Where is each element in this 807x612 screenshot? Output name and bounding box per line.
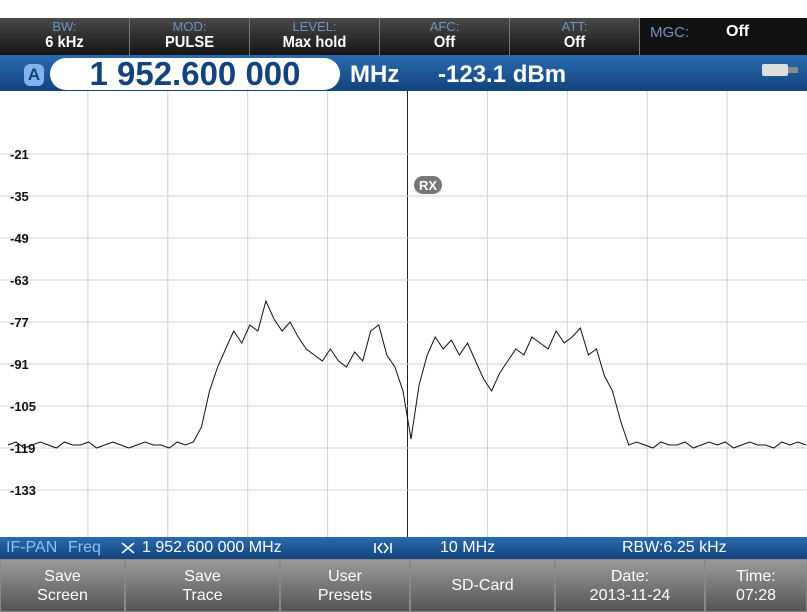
y-tick-label: -133 xyxy=(10,483,36,498)
channel-badge: A xyxy=(24,64,44,86)
softkey-text: Trace xyxy=(182,586,223,604)
softkey[interactable]: Date: 2013-11-24 xyxy=(555,559,705,612)
y-tick-label: -49 xyxy=(10,231,29,246)
y-tick-label: -21 xyxy=(10,147,29,162)
setting-cell[interactable]: MOD: PULSE xyxy=(130,18,250,55)
setting-value: Off xyxy=(433,34,456,51)
softkey-text: 07:28 xyxy=(735,586,777,604)
setting-cell[interactable]: ATT: Off xyxy=(510,18,640,55)
setting-value: Max hold xyxy=(282,34,347,51)
frequency-display[interactable]: 1 952.600 000 xyxy=(50,57,340,90)
softkey-text: Date: xyxy=(610,567,650,585)
y-tick-label: -77 xyxy=(10,315,29,330)
setting-label: MOD: xyxy=(172,19,207,34)
frequency-bar: A 1 952.600 000 MHz -123.1 dBm xyxy=(0,55,807,91)
trace xyxy=(7,299,807,449)
setting-label: AFC: xyxy=(429,19,460,34)
setting-label: BW: xyxy=(52,19,77,34)
y-tick-label: -63 xyxy=(10,273,29,288)
setting-label: MGC: xyxy=(650,24,690,41)
y-tick-label: -35 xyxy=(10,189,29,204)
center-frequency: 1 952.600 000 MHz xyxy=(142,539,282,556)
softkey[interactable]: User Presets xyxy=(280,559,410,612)
y-tick-label: -105 xyxy=(10,399,36,414)
mode: IF-PAN xyxy=(6,539,58,556)
status-bar: IF-PAN Freq 1 952.600 000 MHz 10 MHz RBW… xyxy=(0,537,807,559)
softkey[interactable]: SD-Card xyxy=(410,559,555,612)
softkey-text: User xyxy=(328,567,362,585)
span-icon xyxy=(374,542,392,554)
freq-label: Freq xyxy=(68,539,101,556)
level-readout: -123.1 dBm xyxy=(438,61,567,88)
battery-icon xyxy=(762,64,788,76)
setting-label: ATT: xyxy=(561,19,588,34)
softkey[interactable]: Save Screen xyxy=(0,559,125,612)
rx-label: RX xyxy=(419,178,437,193)
rbw: RBW:6.25 kHz xyxy=(622,539,727,556)
rx-badge xyxy=(414,176,442,194)
spectrum-plot: -21 -35 -49 -63 -77 -91 -105 -119 -133 RX xyxy=(0,91,807,537)
setting-cell[interactable]: LEVEL: Max hold xyxy=(250,18,380,55)
setting-value: Off xyxy=(726,23,750,40)
softkey-text: Save xyxy=(184,567,221,585)
softkey-text: Time: xyxy=(736,567,776,585)
setting-label: LEVEL: xyxy=(292,19,337,34)
setting-cell[interactable]: MGC: Off xyxy=(640,18,807,55)
softkey-text: SD-Card xyxy=(451,577,514,594)
softkey[interactable]: Time: 07:28 xyxy=(705,559,807,612)
setting-cell[interactable]: AFC: Off xyxy=(380,18,510,55)
setting-value: Off xyxy=(563,34,586,51)
softkey-text: Presets xyxy=(317,586,373,604)
softkey-text: Save xyxy=(44,567,81,585)
setting-value: 6 kHz xyxy=(45,34,84,51)
y-tick-label: -119 xyxy=(10,441,35,456)
settings-bar: BW: 6 kHz MOD: PULSE LEVEL: Max hold AFC: Off AT… xyxy=(0,18,807,55)
y-tick-label: -91 xyxy=(10,357,29,372)
setting-cell[interactable]: BW: 6 kHz xyxy=(0,18,130,55)
setting-value: PULSE xyxy=(164,34,215,51)
softkey-text: Screen xyxy=(37,586,88,604)
span: 10 MHz xyxy=(440,539,496,556)
softkey[interactable]: Save Trace xyxy=(125,559,280,612)
softkey-text: 2013-11-24 xyxy=(589,586,671,604)
frequency-unit: MHz xyxy=(350,61,400,88)
marker-icon xyxy=(121,542,135,554)
battery-tip xyxy=(788,67,798,73)
softkey-bar: Save Screen Save Trace User Presets SD-Card Dat… xyxy=(0,559,807,612)
